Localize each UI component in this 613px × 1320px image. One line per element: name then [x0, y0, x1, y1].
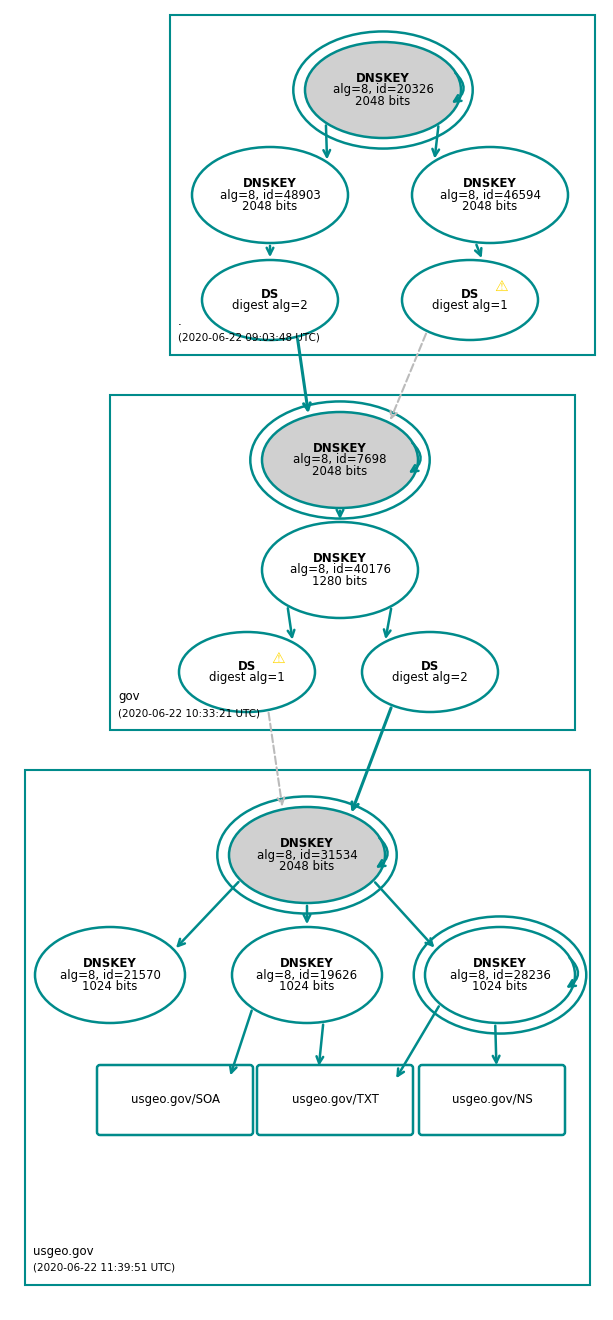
Bar — [170, 15, 595, 355]
Text: alg=8, id=31534: alg=8, id=31534 — [257, 849, 357, 862]
Text: 1024 bits: 1024 bits — [280, 979, 335, 993]
Text: DNSKEY: DNSKEY — [313, 442, 367, 455]
Text: usgeo.gov: usgeo.gov — [33, 1245, 94, 1258]
Text: alg=8, id=28236: alg=8, id=28236 — [449, 969, 550, 982]
Text: usgeo.gov/TXT: usgeo.gov/TXT — [292, 1093, 378, 1106]
Text: alg=8, id=48903: alg=8, id=48903 — [219, 189, 321, 202]
Ellipse shape — [425, 927, 575, 1023]
Ellipse shape — [192, 147, 348, 243]
Text: alg=8, id=7698: alg=8, id=7698 — [293, 454, 387, 466]
Text: alg=8, id=19626: alg=8, id=19626 — [256, 969, 357, 982]
Text: digest alg=2: digest alg=2 — [392, 672, 468, 684]
Bar — [110, 395, 575, 730]
Text: DNSKEY: DNSKEY — [83, 957, 137, 970]
Text: (2020-06-22 10:33:21 UTC): (2020-06-22 10:33:21 UTC) — [118, 708, 260, 718]
Text: alg=8, id=40176: alg=8, id=40176 — [289, 564, 390, 577]
Text: DNSKEY: DNSKEY — [313, 552, 367, 565]
Text: (2020-06-22 11:39:51 UTC): (2020-06-22 11:39:51 UTC) — [33, 1263, 175, 1272]
Ellipse shape — [412, 147, 568, 243]
Text: DNSKEY: DNSKEY — [473, 957, 527, 970]
Text: alg=8, id=20326: alg=8, id=20326 — [333, 83, 433, 96]
Ellipse shape — [402, 260, 538, 341]
Ellipse shape — [262, 412, 418, 508]
Text: ⚠: ⚠ — [494, 279, 508, 293]
Ellipse shape — [305, 42, 461, 139]
Ellipse shape — [362, 632, 498, 711]
Ellipse shape — [202, 260, 338, 341]
FancyBboxPatch shape — [97, 1065, 253, 1135]
Ellipse shape — [262, 521, 418, 618]
Text: DNSKEY: DNSKEY — [280, 837, 334, 850]
Text: 1024 bits: 1024 bits — [472, 979, 528, 993]
Text: 2048 bits: 2048 bits — [242, 199, 298, 213]
Text: DNSKEY: DNSKEY — [356, 73, 410, 84]
Ellipse shape — [229, 807, 385, 903]
Text: DS: DS — [421, 660, 439, 673]
Text: ⚠: ⚠ — [271, 651, 284, 665]
Ellipse shape — [179, 632, 315, 711]
Text: 2048 bits: 2048 bits — [462, 199, 517, 213]
FancyBboxPatch shape — [257, 1065, 413, 1135]
Text: digest alg=1: digest alg=1 — [209, 672, 285, 684]
Bar — [25, 770, 590, 1284]
Text: DNSKEY: DNSKEY — [463, 177, 517, 190]
Text: .: . — [178, 315, 181, 327]
Text: DNSKEY: DNSKEY — [243, 177, 297, 190]
Ellipse shape — [232, 927, 382, 1023]
Text: 2048 bits: 2048 bits — [313, 465, 368, 478]
Ellipse shape — [35, 927, 185, 1023]
Text: 1024 bits: 1024 bits — [82, 979, 138, 993]
Text: alg=8, id=21570: alg=8, id=21570 — [59, 969, 161, 982]
Text: DS: DS — [261, 288, 279, 301]
Text: usgeo.gov/NS: usgeo.gov/NS — [452, 1093, 532, 1106]
Text: gov: gov — [118, 690, 140, 704]
Text: 2048 bits: 2048 bits — [280, 859, 335, 873]
Text: 2048 bits: 2048 bits — [356, 95, 411, 108]
Text: DS: DS — [238, 660, 256, 673]
Text: digest alg=2: digest alg=2 — [232, 300, 308, 313]
Text: usgeo.gov/SOA: usgeo.gov/SOA — [131, 1093, 219, 1106]
Text: alg=8, id=46594: alg=8, id=46594 — [440, 189, 541, 202]
Text: DNSKEY: DNSKEY — [280, 957, 334, 970]
Text: digest alg=1: digest alg=1 — [432, 300, 508, 313]
Text: (2020-06-22 09:03:48 UTC): (2020-06-22 09:03:48 UTC) — [178, 333, 320, 343]
FancyBboxPatch shape — [419, 1065, 565, 1135]
Text: DS: DS — [461, 288, 479, 301]
Text: 1280 bits: 1280 bits — [313, 576, 368, 587]
